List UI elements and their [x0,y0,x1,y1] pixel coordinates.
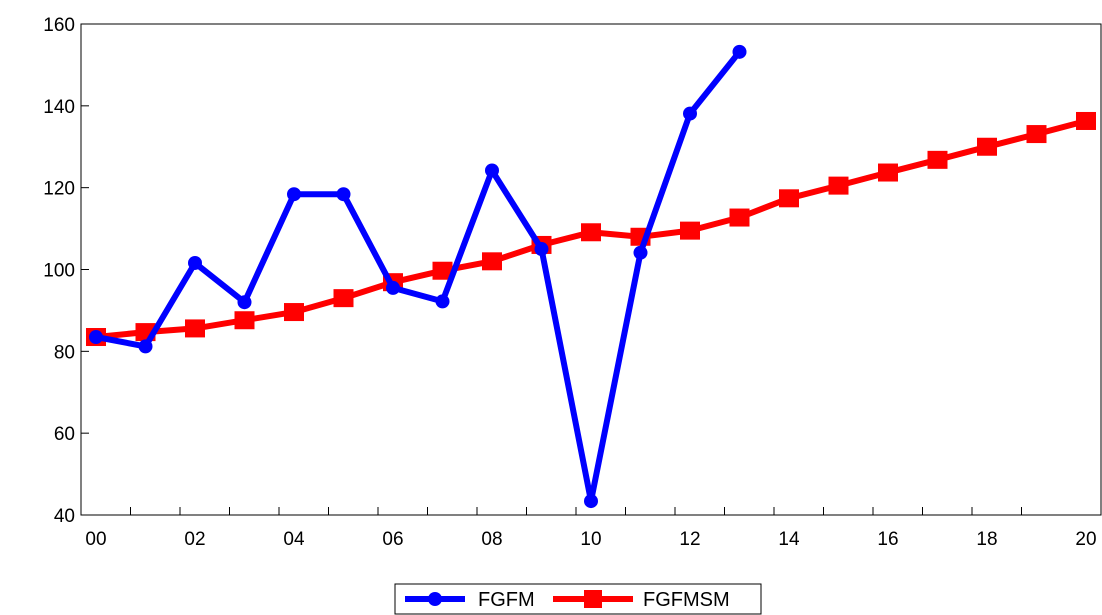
data-point-fgfm [188,255,202,270]
series-fgfm [89,44,747,509]
x-tick-label: 04 [283,529,305,550]
x-tick-label: 06 [382,529,403,550]
series-line-fgfm [95,49,742,505]
data-point-fgfm [485,163,499,178]
x-tick-label: 02 [184,529,205,550]
series-layer [86,44,1096,509]
data-point-fgfmsm [680,221,700,240]
data-point-fgfm [534,242,549,257]
x-tick-label: 14 [778,529,800,550]
data-point-fgfmsm [878,163,898,182]
legend-swatch-fgfmsm-marker [584,590,602,608]
x-tick-label: 18 [976,529,997,550]
y-tick-label: 140 [43,97,75,118]
data-point-fgfmsm [234,311,255,330]
y-tick-label: 120 [43,179,75,200]
data-point-fgfm [138,339,153,354]
y-tick-label: 100 [43,261,75,282]
y-tick-label: 160 [43,15,75,36]
data-point-fgfmsm [185,319,205,338]
series-fgfmsm [86,111,1096,347]
data-point-fgfm [237,295,252,310]
y-tick-label: 80 [54,342,75,363]
x-tick-label: 16 [877,529,898,550]
x-tick-label: 00 [85,529,106,550]
legend-label-fgfm: FGFM [478,589,535,611]
legend-swatch-fgfm-marker [428,592,442,606]
x-axis: 00 02 04 06 08 10 12 14 16 18 20 [80,507,1097,550]
x-tick-label: 08 [481,529,502,550]
plot-frame [80,23,1102,516]
data-point-fgfm [287,187,301,202]
data-point-fgfmsm [284,303,304,322]
y-axis: 40 60 80 100 120 140 160 [43,15,89,527]
data-point-fgfmsm [828,176,849,195]
x-tick-label: 12 [679,529,700,550]
y-tick-label: 40 [54,506,75,527]
data-point-fgfm [683,106,697,121]
legend: FGFM FGFMSM [394,583,762,615]
x-tick-label: 10 [580,529,601,550]
data-point-fgfm [633,245,648,260]
data-point-fgfmsm [729,208,750,227]
data-point-fgfmsm [333,289,354,308]
x-tick-label: 20 [1075,529,1096,550]
data-point-fgfmsm [581,223,601,242]
data-point-fgfmsm [432,261,453,280]
data-point-fgfm [386,280,400,295]
data-point-fgfm [89,330,103,345]
y-tick-label: 60 [54,424,75,445]
data-point-fgfmsm [482,252,502,271]
data-point-fgfmsm [1076,111,1096,130]
legend-label-fgfmsm: FGFMSM [643,589,730,611]
data-point-fgfm [584,494,598,509]
data-point-fgfmsm [977,137,997,156]
data-point-fgfm [336,187,351,202]
data-point-fgfmsm [927,150,948,169]
data-point-fgfmsm [1026,125,1047,144]
data-point-fgfm [435,294,450,309]
data-point-fgfmsm [779,189,799,208]
data-point-fgfm [732,44,747,59]
